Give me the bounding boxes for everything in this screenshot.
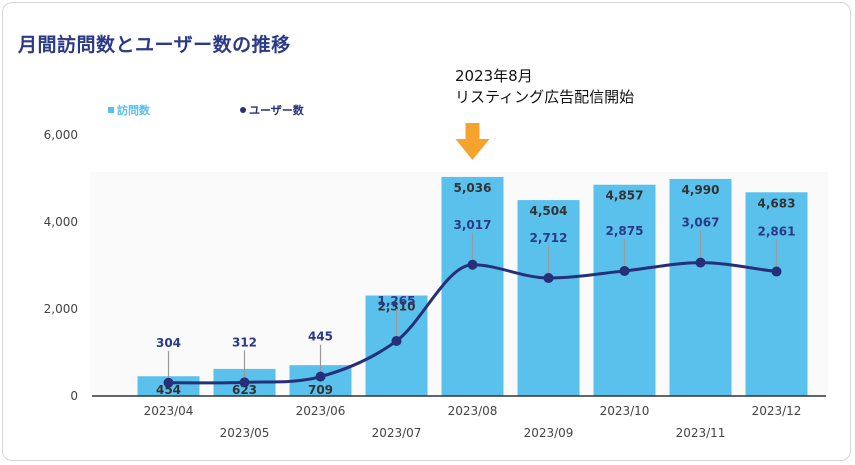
bar-visits-2023-11 xyxy=(669,178,732,396)
point-users-2023-06 xyxy=(315,371,326,382)
bar-value-label: 4,683 xyxy=(758,196,796,210)
x-tick-label: 2023/07 xyxy=(372,426,422,440)
point-users-2023-11 xyxy=(695,257,706,268)
bar-visits-2023-12 xyxy=(745,192,808,396)
legend-label-users: ユーザー数 xyxy=(249,104,304,117)
chart-title: 月間訪問数とユーザー数の推移 xyxy=(18,34,291,56)
annotation-date: 2023年8月 xyxy=(455,67,533,85)
bar-visits-2023-10 xyxy=(593,184,656,396)
line-value-label: 3,017 xyxy=(454,218,492,232)
x-tick-label: 2023/04 xyxy=(144,404,194,418)
x-tick-label: 2023/05 xyxy=(220,426,270,440)
line-value-label: 304 xyxy=(156,336,181,350)
line-value-label: 2,861 xyxy=(758,225,796,239)
annotation-text: リスティング広告配信開始 xyxy=(455,88,635,106)
point-users-2023-12 xyxy=(771,266,782,277)
y-tick-label: 6,000 xyxy=(44,128,78,142)
y-tick-label: 0 xyxy=(70,389,78,403)
x-tick-label: 2023/06 xyxy=(296,404,346,418)
point-users-2023-04 xyxy=(163,377,174,388)
legend-item-users: ユーザー数 xyxy=(240,102,304,118)
legend-swatch-visits xyxy=(108,107,114,113)
campaign-annotation: 2023年8月 リスティング広告配信開始 xyxy=(455,66,634,108)
bar-value-label: 4,857 xyxy=(606,189,644,203)
line-value-label: 2,712 xyxy=(530,231,568,245)
x-tick-label: 2023/10 xyxy=(600,404,650,418)
point-users-2023-07 xyxy=(391,335,402,346)
y-tick-label: 4,000 xyxy=(44,215,78,229)
bar-value-label: 5,036 xyxy=(454,181,492,195)
y-tick-label: 2,000 xyxy=(44,302,78,316)
annotation-arrow-icon xyxy=(455,123,490,160)
bar-visits-2023-08 xyxy=(441,176,504,396)
bar-visits-2023-09 xyxy=(517,200,580,396)
line-value-label: 2,875 xyxy=(606,224,644,238)
bar-value-label: 2,310 xyxy=(378,300,416,314)
line-value-label: 3,067 xyxy=(682,216,720,230)
x-tick-label: 2023/09 xyxy=(524,426,574,440)
x-tick-label: 2023/08 xyxy=(448,404,498,418)
line-value-label: 312 xyxy=(232,335,257,349)
bar-value-label: 454 xyxy=(156,383,181,397)
point-users-2023-10 xyxy=(619,265,630,276)
point-users-2023-09 xyxy=(543,273,554,284)
x-tick-label: 2023/11 xyxy=(676,426,726,440)
legend-swatch-users xyxy=(240,107,246,113)
bar-value-label: 623 xyxy=(232,383,257,397)
legend-item-visits: 訪問数 xyxy=(108,102,150,118)
bar-value-label: 4,504 xyxy=(530,204,568,218)
line-value-label: 445 xyxy=(308,330,333,344)
x-tick-label: 2023/12 xyxy=(752,404,802,418)
point-users-2023-05 xyxy=(239,377,250,388)
line-value-label: 1,265 xyxy=(378,294,416,308)
bar-value-label: 709 xyxy=(308,383,333,397)
legend-label-visits: 訪問数 xyxy=(117,104,150,117)
bar-value-label: 4,990 xyxy=(682,183,720,197)
point-users-2023-08 xyxy=(467,259,478,270)
